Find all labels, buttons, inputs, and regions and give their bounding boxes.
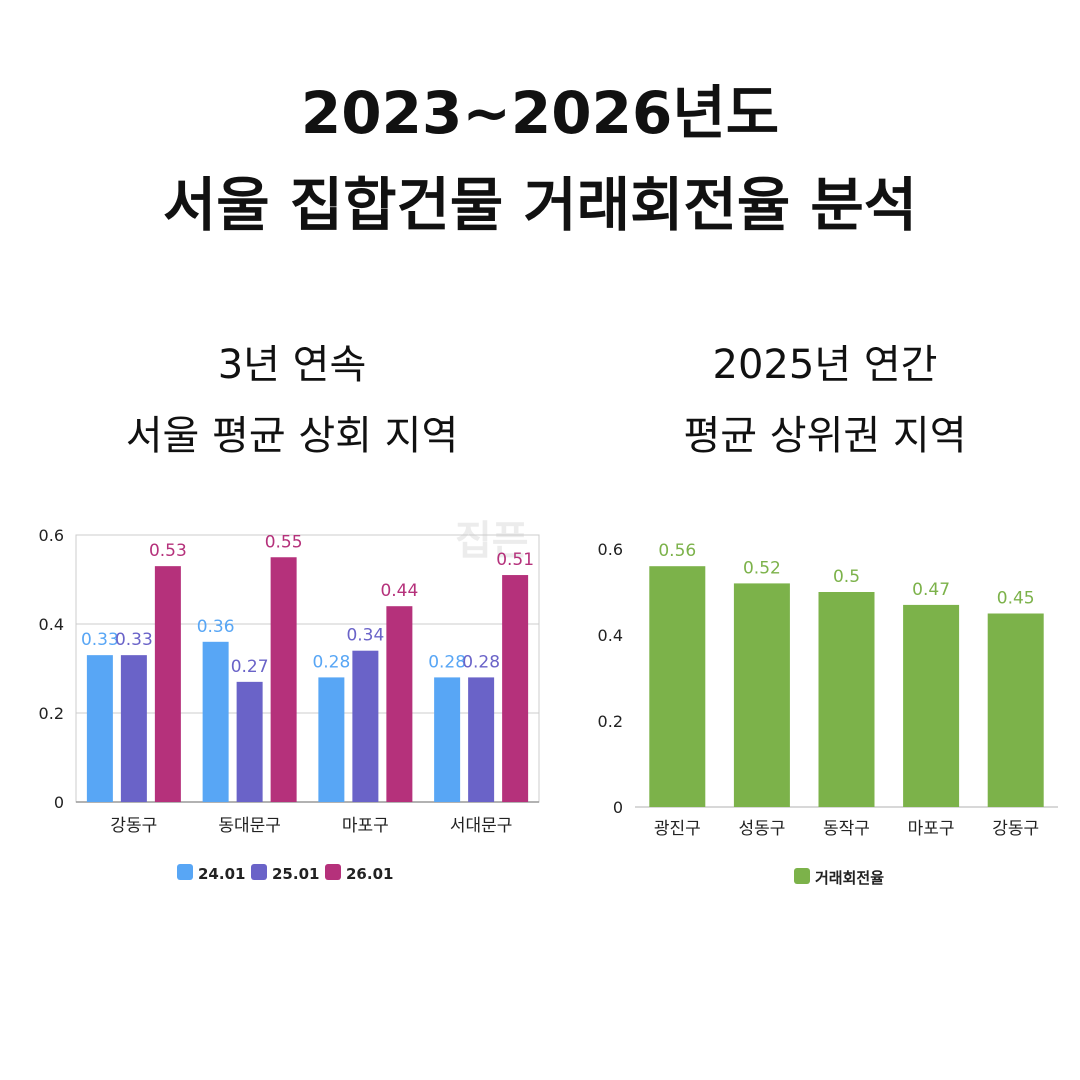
bar	[352, 650, 379, 802]
x-tick-label: 마포구	[908, 819, 955, 839]
bar	[987, 613, 1044, 807]
legend-label: 25.01	[272, 865, 319, 883]
bar	[202, 641, 229, 802]
data-label: 0.28	[312, 652, 350, 672]
data-label: 0.34	[346, 626, 384, 646]
data-label: 0.45	[997, 589, 1035, 609]
main-title-line1: 2023~2026년도	[300, 79, 780, 147]
y-tick-label: 0	[613, 798, 623, 817]
data-label: 0.53	[149, 541, 187, 561]
bar	[434, 677, 461, 802]
y-tick-label: 0.4	[39, 615, 64, 634]
bar	[154, 566, 181, 802]
legend-label: 거래회전율	[815, 869, 884, 887]
right-subtitle-line1: 2025년 연간	[712, 342, 938, 388]
watermark-logo: 집픈	[455, 518, 529, 564]
data-label: 0.51	[496, 550, 534, 570]
x-tick-label: 광진구	[654, 819, 701, 839]
x-tick-label: 마포구	[342, 816, 389, 836]
data-label: 0.33	[115, 630, 153, 650]
legend-label: 24.01	[198, 865, 245, 883]
left-subtitle-line1: 3년 연속	[217, 342, 367, 388]
bar	[236, 681, 263, 802]
x-tick-label: 강동구	[110, 816, 157, 836]
left-subtitle-line2: 서울 평균 상회 지역	[125, 413, 459, 459]
right-subtitle-line2: 평균 상위권 지역	[683, 413, 967, 459]
legend-swatch	[325, 864, 341, 880]
x-tick-label: 강동구	[992, 819, 1039, 839]
y-tick-label: 0.6	[39, 526, 64, 545]
data-label: 0.28	[462, 652, 500, 672]
bar	[818, 592, 875, 807]
x-tick-label: 동대문구	[218, 816, 281, 836]
legend-label: 26.01	[346, 865, 393, 883]
data-label: 0.28	[428, 652, 466, 672]
data-label: 0.36	[197, 617, 235, 637]
legend-swatch	[177, 864, 193, 880]
x-tick-label: 서대문구	[450, 816, 513, 836]
bar	[649, 566, 706, 807]
x-tick-label: 성동구	[738, 819, 785, 839]
bar	[386, 606, 413, 802]
y-tick-label: 0	[54, 793, 64, 812]
x-tick-label: 동작구	[823, 819, 870, 839]
data-label: 0.33	[81, 630, 119, 650]
data-label: 0.44	[380, 581, 418, 601]
bar	[903, 604, 960, 807]
data-label: 0.56	[658, 541, 696, 561]
bar	[468, 677, 495, 802]
data-label: 0.47	[912, 580, 950, 600]
bar	[270, 557, 297, 802]
y-tick-label: 0.6	[598, 540, 623, 559]
legend-swatch	[251, 864, 267, 880]
bar	[120, 655, 147, 802]
bar	[318, 677, 345, 802]
bar	[86, 655, 113, 802]
data-label: 0.27	[231, 657, 269, 677]
legend-swatch	[794, 868, 810, 884]
data-label: 0.52	[743, 558, 781, 578]
y-tick-label: 0.4	[598, 626, 623, 645]
y-tick-label: 0.2	[39, 704, 64, 723]
bar	[733, 583, 790, 807]
y-tick-label: 0.2	[598, 712, 623, 731]
data-label: 0.55	[265, 532, 303, 552]
bar	[502, 575, 529, 802]
data-label: 0.5	[833, 567, 860, 587]
main-title-line2: 서울 집합건물 거래회전율 분석	[162, 171, 918, 239]
